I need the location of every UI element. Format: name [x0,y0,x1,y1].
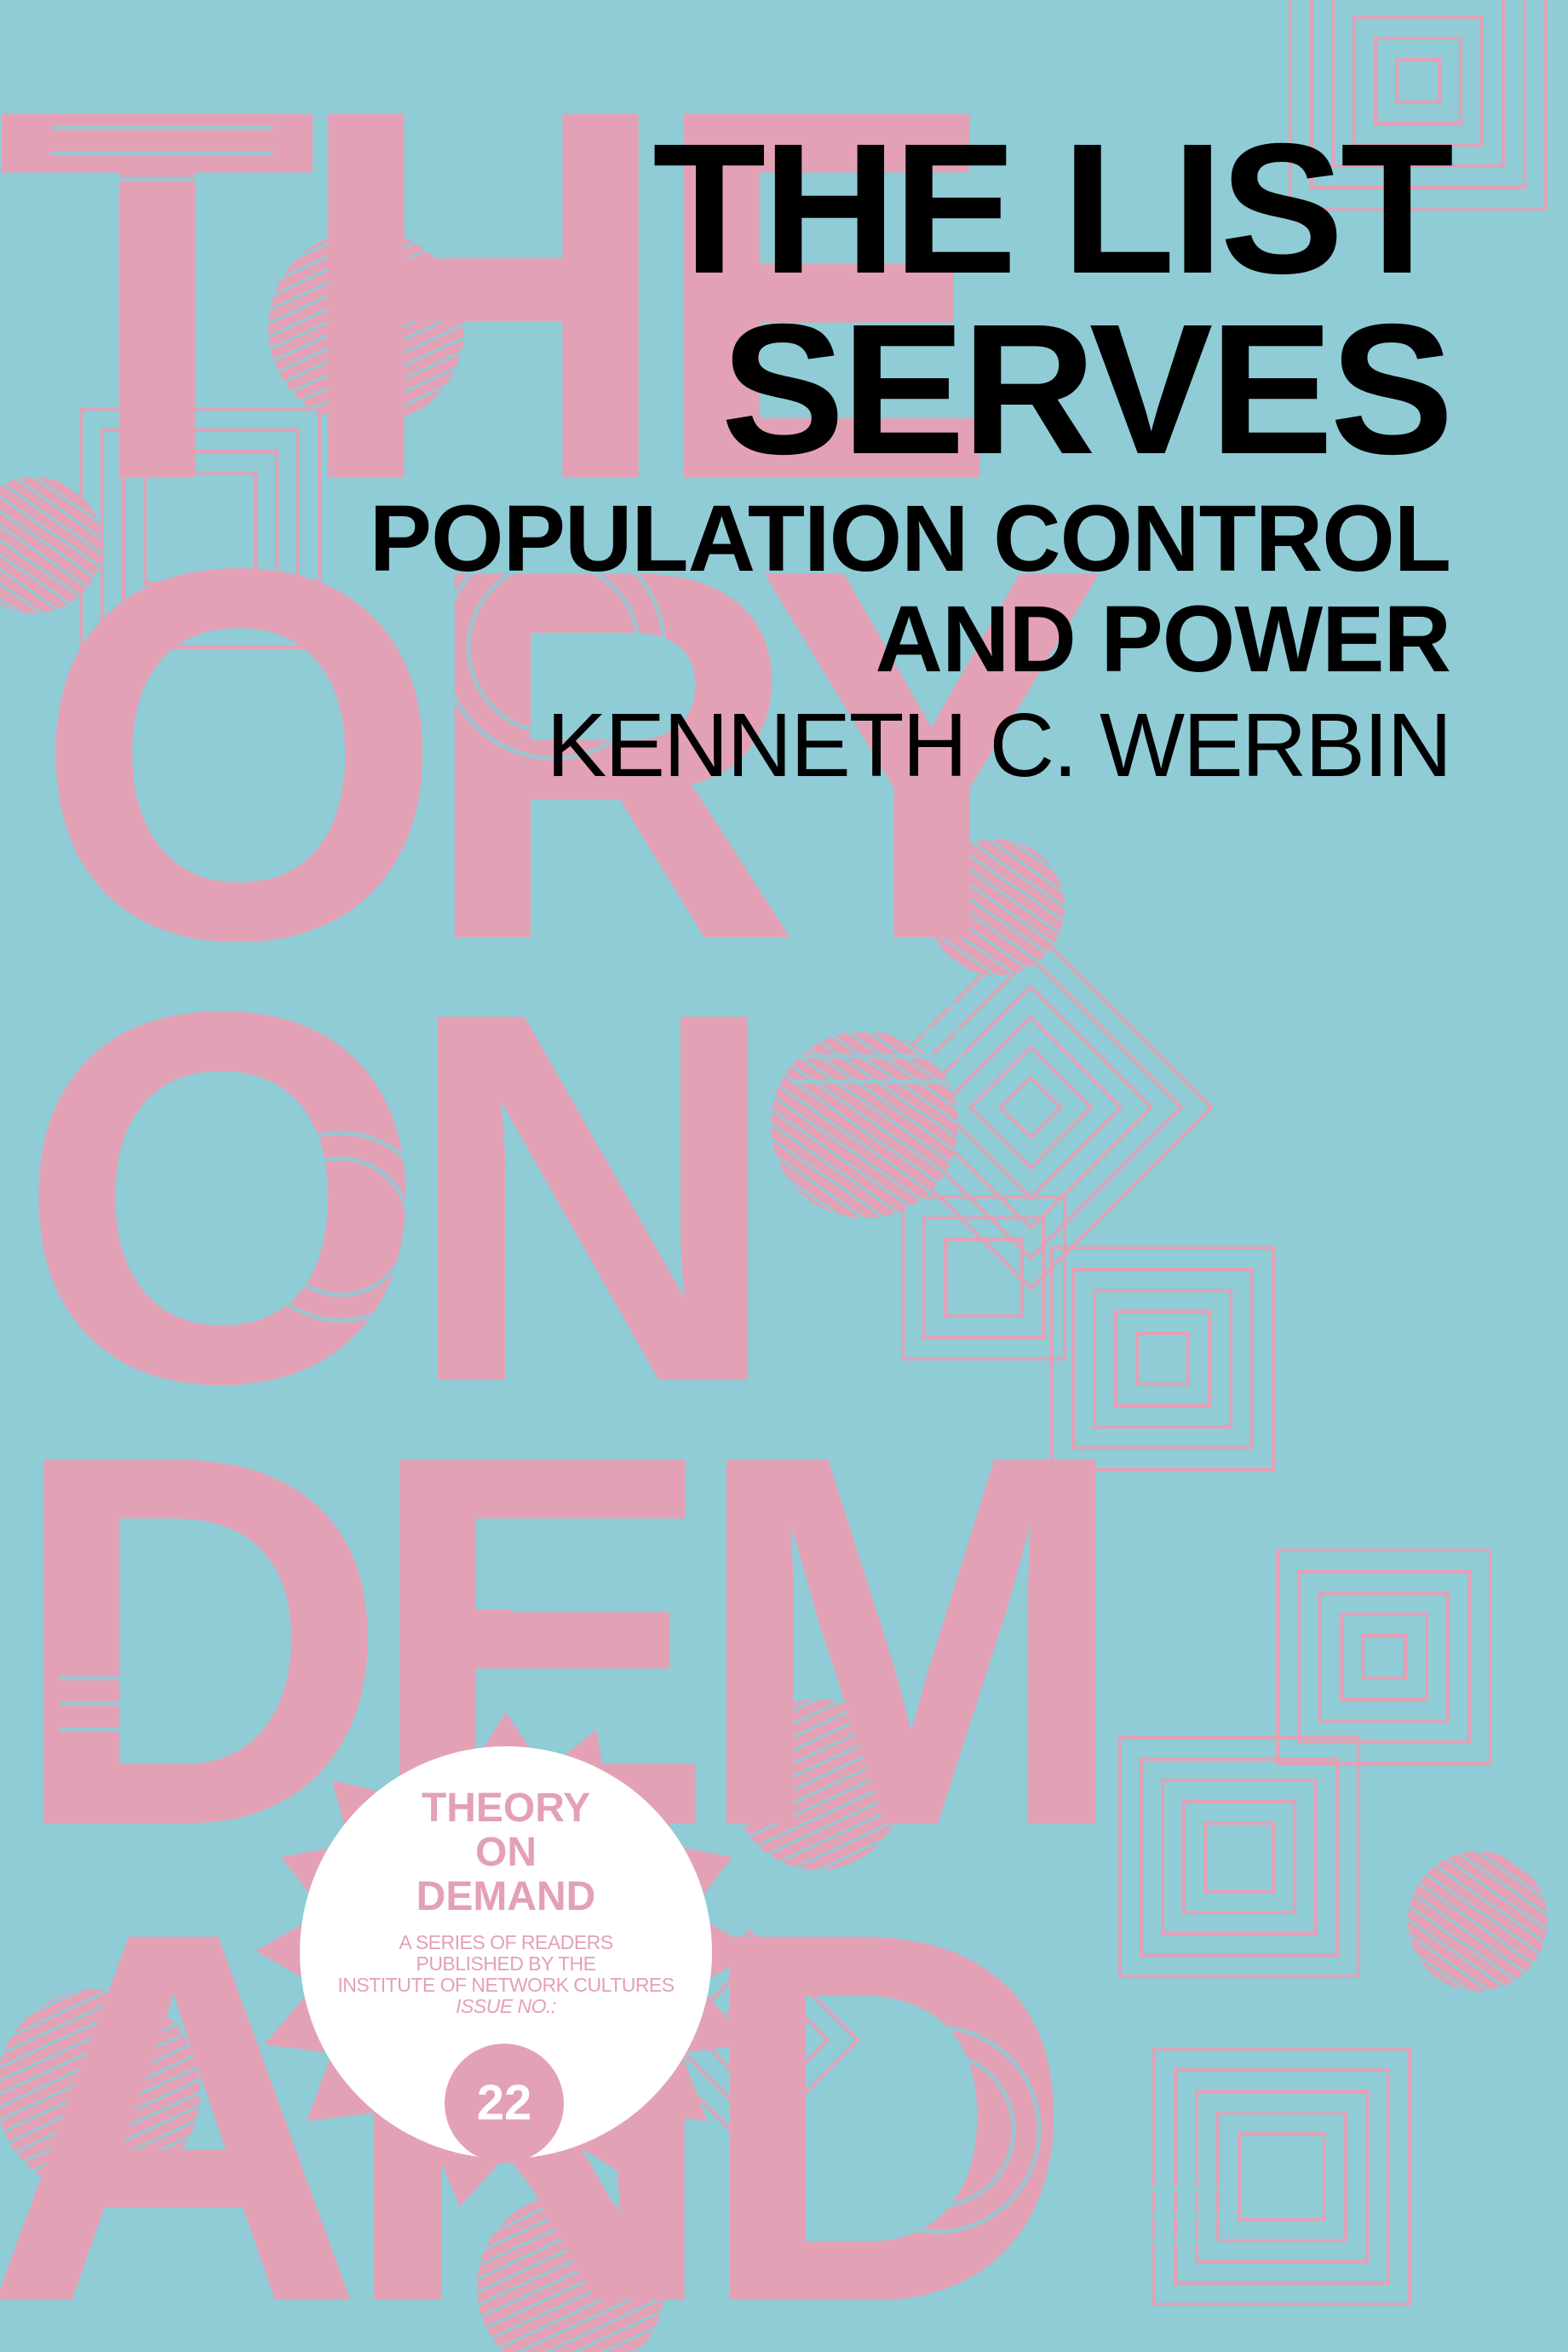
series-name: THEORY ON DEMAND [300,1786,712,1919]
striped-sphere [732,1699,903,1870]
series-description: A SERIES OF READERS PUBLISHED BY THE INS… [300,1932,712,2017]
concentric-square-motif [1276,1549,1492,1765]
series-description-line-3: INSTITUTE OF NETWORK CULTURES [337,1974,675,1996]
series-description-line-2: PUBLISHED BY THE [416,1952,596,1975]
book-subtitle-line-2: AND POWER [875,587,1451,692]
book-title-line-2: SERVES [721,286,1454,493]
texture-lines [51,100,1218,2243]
concentric-square-motif [1289,0,1548,210]
striped-spheres-group [0,230,1548,2352]
striped-sphere [771,1031,958,1218]
issue-label: ISSUE NO.: [456,1995,556,2017]
striped-sphere [0,1989,200,2194]
series-description-line-1: A SERIES OF READERS [399,1931,613,1953]
concentric-squares-group [79,0,1548,2306]
concentric-square-motif [1152,2047,1411,2306]
series-name-line-2: ON [475,1830,537,1875]
background-letters-the: THE [0,0,987,589]
series-badge: THEORY ON DEMAND A SERIES OF READERS PUB… [300,1746,712,2163]
title-block: THE LIST SERVES POPULATION CONTROL AND P… [88,106,1454,801]
book-title-line-1: THE LIST [652,106,1454,313]
series-name-line-3: DEMAND [416,1874,596,1919]
striped-sphere [1408,1851,1548,1991]
striped-sphere [268,230,464,426]
book-subtitle-line-1: POPULATION CONTROL [369,486,1451,591]
striped-sphere [477,2194,664,2352]
striped-sphere [0,477,102,613]
author-name: KENNETH C. WERBIN [546,695,1452,796]
concentric-square-motif [1118,1736,1360,1978]
series-name-line-1: THEORY [421,1786,591,1831]
striped-sphere [928,839,1065,975]
issue-number: 22 [445,2044,564,2163]
